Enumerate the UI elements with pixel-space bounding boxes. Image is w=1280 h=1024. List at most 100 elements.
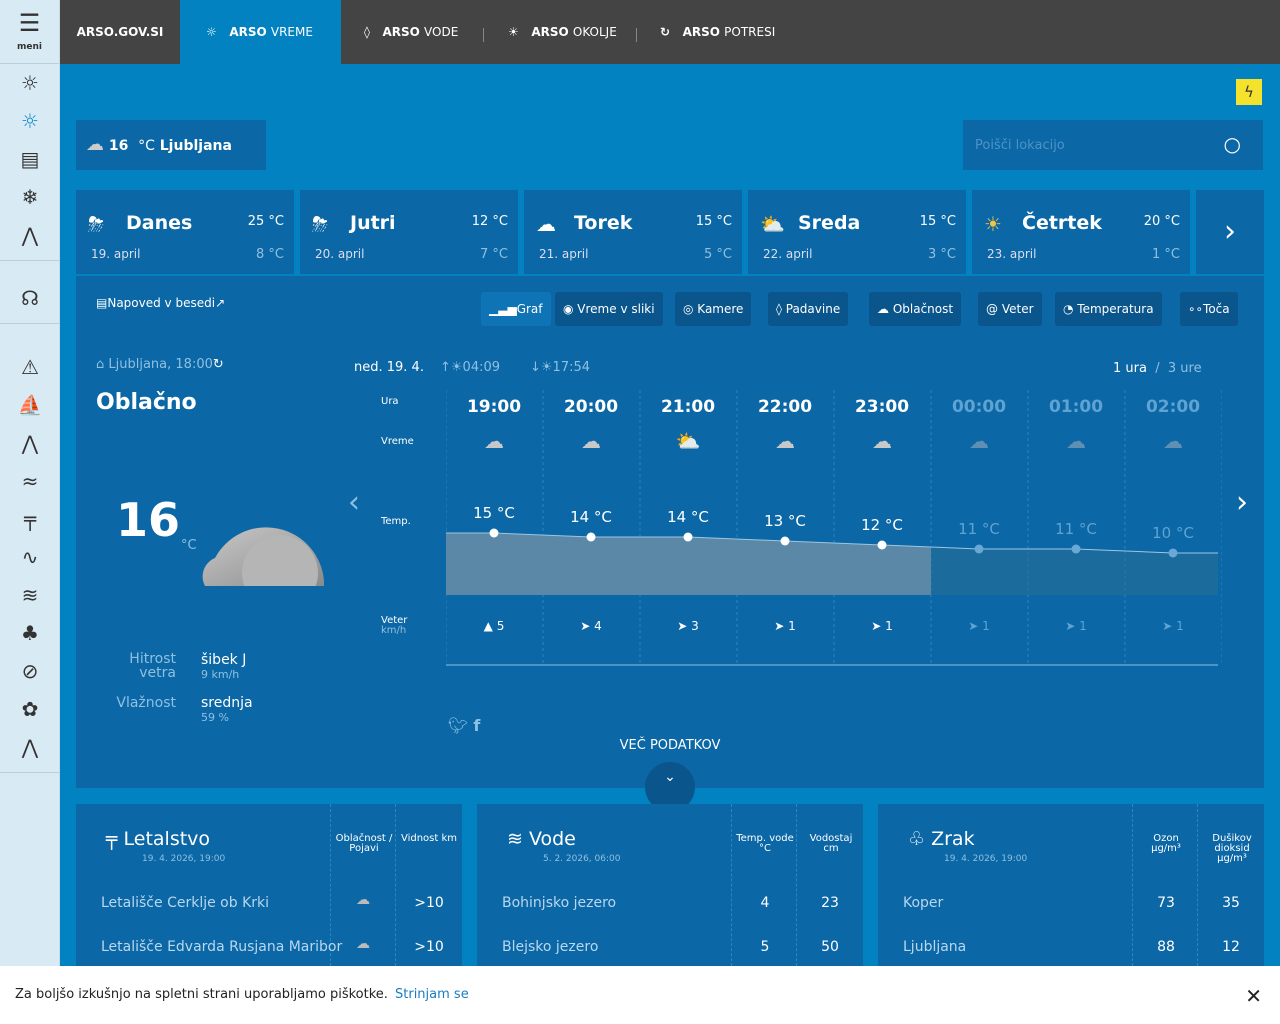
water-row[interactable]: Bohinjsko jezero xyxy=(502,895,617,911)
weather-off-icon[interactable]: ☼ xyxy=(21,71,39,95)
air-row[interactable]: Koper xyxy=(903,895,944,911)
water-row[interactable]: Blejsko jezero xyxy=(502,939,599,955)
tab-padavine[interactable]: ◊ Padavine xyxy=(768,292,849,326)
ship-icon[interactable]: ⛵ xyxy=(17,393,43,417)
next-days-chevron-icon[interactable]: › xyxy=(1196,190,1264,274)
sun-icon: ☀ xyxy=(984,212,1002,236)
thermometer-icon: ◔ xyxy=(1063,302,1078,316)
day-card[interactable]: ⛅ Sreda 15 °C 22. april 3 °C xyxy=(748,190,966,274)
row-label-wind: Veter xyxy=(381,615,408,626)
tab-veter[interactable]: @ Veter xyxy=(978,292,1042,326)
tree-icon: ♧ xyxy=(908,828,926,850)
tab-temperatura[interactable]: ◔ Temperatura xyxy=(1055,292,1162,326)
water-icon[interactable]: ⋀ xyxy=(21,735,39,759)
no-drop-icon[interactable]: ⊘ xyxy=(21,659,39,683)
weather-icon: ☼ xyxy=(206,25,217,39)
close-icon[interactable]: ✕ xyxy=(1245,984,1262,1008)
tab-kamere[interactable]: ◎ Kamere xyxy=(675,292,752,326)
nav-arso-vreme[interactable]: ☼ ARSO VREME xyxy=(180,0,341,64)
current-temp: 16 xyxy=(116,493,181,547)
water-box[interactable]: ≋ Vode 5. 2. 2026, 06:00 Temp. vode °C V… xyxy=(477,804,863,966)
refresh-icon[interactable]: ↻ xyxy=(212,357,224,372)
aviation-row[interactable]: Letališče Edvarda Rusjana Maribor xyxy=(101,939,343,955)
temperature-point xyxy=(489,528,499,538)
menu-button[interactable]: ☰ meni xyxy=(0,0,59,64)
current-weather-badge[interactable]: ☁ 16 °C Ljubljana xyxy=(76,120,266,170)
more-data-link[interactable]: VEČ PODATKOV xyxy=(619,738,721,753)
snowflake-icon[interactable]: ❄ xyxy=(21,185,39,209)
air-row[interactable]: Ljubljana xyxy=(903,939,967,955)
tab-graf[interactable]: ▁▃▅Graf xyxy=(481,292,551,326)
tab-toca[interactable]: ∘∘Toča xyxy=(1180,292,1238,326)
clouds-icon: ☁ xyxy=(877,302,893,316)
warning-lightning-icon[interactable]: ϟ xyxy=(1236,79,1262,105)
day-card[interactable]: ☀ Četrtek 20 °C 23. april 1 °C xyxy=(972,190,1190,274)
mountain-icon[interactable]: ⋀ xyxy=(21,223,39,247)
aviation-box[interactable]: ╤ Letalstvo 19. 4. 2026, 19:00 Oblačnost… xyxy=(76,804,462,966)
sun-icon[interactable]: ☼ xyxy=(21,109,39,133)
partly-cloudy-icon: ⛅ xyxy=(760,212,785,236)
sunset: ↓☀17:54 xyxy=(530,360,591,375)
wind-arrow-icon: ➤ 3 xyxy=(677,619,699,633)
nav-arso-potresi[interactable]: ↻ ARSO POTRESI xyxy=(660,25,776,39)
tab-oblacnost[interactable]: ☁ Oblačnost xyxy=(869,292,962,326)
cookie-banner: Za boljšo izkušnjo na spletni strani upo… xyxy=(0,966,1280,1024)
row-label-hour: Ura xyxy=(381,396,399,407)
aviation-icon: ╤ xyxy=(106,828,118,850)
warning-icon[interactable]: ⚠ xyxy=(21,355,39,379)
nav-arso-vode[interactable]: ◊ ARSO VODE xyxy=(364,25,459,39)
document-icon: ▤ xyxy=(96,296,108,310)
bar-chart-icon: ▁▃▅ xyxy=(489,302,517,316)
cookie-accept-link[interactable]: Strinjam se xyxy=(395,987,469,1002)
aviation-icon[interactable]: ╤ xyxy=(23,507,37,531)
wind-label: Hitrost vetra xyxy=(129,651,176,681)
row-label-temp: Temp. xyxy=(381,516,411,527)
air-box[interactable]: ♧ Zrak 19. 4. 2026, 19:00 Ozon µg/m³ Duš… xyxy=(878,804,1264,966)
cloud-icon: ☁ xyxy=(775,429,795,453)
facebook-icon[interactable]: f xyxy=(473,716,481,735)
tab-vreme-v-sliki[interactable]: ◉ Vreme v sliki xyxy=(555,292,663,326)
cloud-icon: ☁ xyxy=(356,892,370,908)
cloud-icon: ☁ xyxy=(581,429,601,453)
day-card[interactable]: ⛈ Danes 25 °C 19. april 8 °C xyxy=(76,190,294,274)
day-card[interactable]: ⛈ Jutri 12 °C 20. april 7 °C xyxy=(300,190,518,274)
headset-icon[interactable]: ☊ xyxy=(21,286,39,310)
prev-hours-chevron-icon[interactable]: ‹ xyxy=(348,485,360,520)
nav-arso-gov[interactable]: ARSO.GOV.SI xyxy=(76,25,164,39)
pollen-icon[interactable]: ✿ xyxy=(21,697,39,721)
temperature-point xyxy=(683,532,693,542)
condition-title: Oblačno xyxy=(96,390,197,415)
temperature-label: 11 °C xyxy=(1055,520,1097,538)
aviation-row[interactable]: Letališče Cerklje ob Krki xyxy=(101,895,269,911)
spiral-icon: @ xyxy=(986,302,1002,316)
cloud-icon: ☁ xyxy=(484,429,504,453)
chart-icon[interactable]: ∿ xyxy=(21,545,39,569)
search-input[interactable] xyxy=(963,120,1213,170)
hour-label: 02:00 xyxy=(1146,397,1200,417)
temperature-point xyxy=(1168,548,1178,558)
wind-icon[interactable]: ≈ xyxy=(21,469,39,493)
twitter-icon[interactable]: 🐦︎ xyxy=(448,716,469,735)
wind-unit: km/h xyxy=(381,625,407,636)
environment-icon: ☀ xyxy=(508,25,519,39)
next-hours-chevron-icon[interactable]: › xyxy=(1236,485,1248,520)
temperature-point xyxy=(586,532,596,542)
humidity-label: Vlažnost xyxy=(116,695,176,711)
cloud-icon: ☁ xyxy=(969,429,989,453)
tree-icon[interactable]: ♣ xyxy=(21,621,39,645)
humidity-pct: 59 % xyxy=(201,711,229,724)
text-forecast-link[interactable]: ▤Napoved v besedi↗ xyxy=(96,296,226,310)
peaks-icon[interactable]: ⋀ xyxy=(21,431,39,455)
waves-icon[interactable]: ≋ xyxy=(21,583,39,607)
hourly-chart: 19:00 ☁ 15 °C ▲ 5 20:00 ☁ 14 °C ➤ 4 21:00 ⛅ 14 °C ➤… xyxy=(446,390,1222,666)
resolution-3h[interactable]: 3 ure xyxy=(1167,361,1202,376)
wind-arrow-icon: ➤ 4 xyxy=(580,619,602,633)
expand-chevron-down-icon[interactable]: ⌄ xyxy=(645,762,695,812)
forecast-date: ned. 19. 4. xyxy=(354,360,424,375)
nav-arso-okolje[interactable]: ☀ ARSO OKOLJE xyxy=(508,25,617,39)
day-card[interactable]: ☁ Torek 15 °C 21. april 5 °C xyxy=(524,190,742,274)
search-icon[interactable]: ○ xyxy=(1223,132,1241,156)
resolution-1h[interactable]: 1 ura xyxy=(1113,361,1147,376)
cloud-icon: ☁ xyxy=(86,134,104,155)
document-icon[interactable]: ▤ xyxy=(20,147,40,171)
